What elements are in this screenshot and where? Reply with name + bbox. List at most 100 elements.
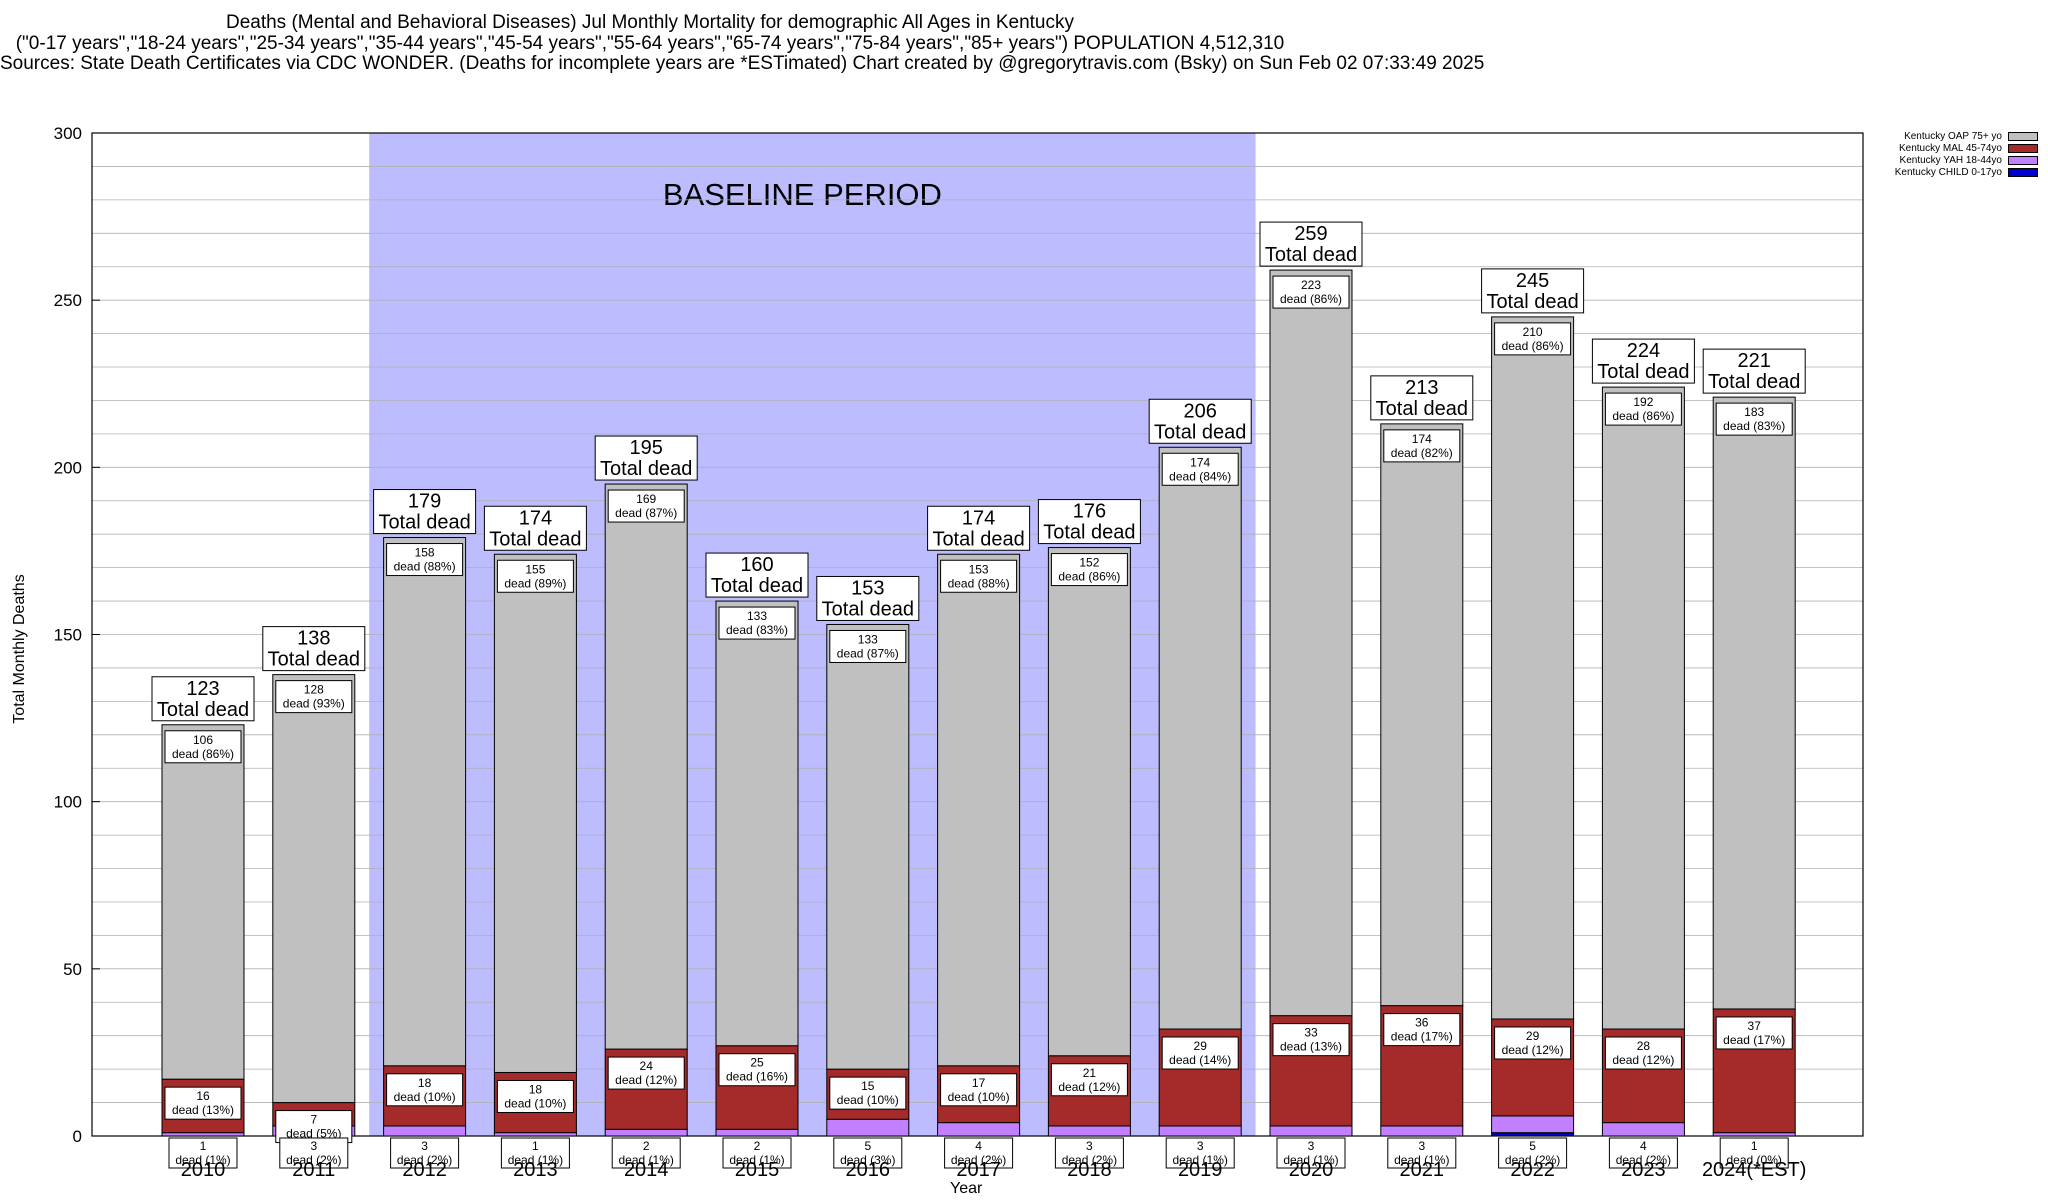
bar-segment bbox=[826, 623, 910, 1070]
mal-pct-label: dead (12%) bbox=[1612, 1053, 1674, 1067]
mal-label-box bbox=[1715, 1016, 1793, 1050]
yah-pct-label: dead (1%) bbox=[729, 1153, 784, 1167]
legend-label: Kentucky MAL 45-74yo bbox=[1898, 142, 2002, 154]
mal-pct-label: dead (10%) bbox=[837, 1093, 899, 1107]
bar-segment bbox=[1491, 1132, 1575, 1137]
total-dead-label: Total dead bbox=[1597, 361, 1689, 383]
yah-pct-label: dead (1%) bbox=[175, 1153, 230, 1167]
bar-segment bbox=[383, 537, 467, 1067]
total-label-box bbox=[483, 505, 587, 551]
x-tick-label: 2017 bbox=[956, 1159, 1001, 1181]
total-label-box bbox=[1148, 398, 1252, 444]
oap-pct-label: dead (88%) bbox=[948, 576, 1010, 590]
oap-value-label: 210 bbox=[1523, 325, 1543, 339]
mal-pct-label: dead (10%) bbox=[948, 1090, 1010, 1104]
mal-pct-label: dead (17%) bbox=[1723, 1033, 1785, 1047]
mal-value-label: 18 bbox=[529, 1082, 543, 1096]
oap-label-box bbox=[386, 543, 464, 577]
total-dead-label: Total dead bbox=[1708, 371, 1800, 393]
yah-pct-label: dead (0%) bbox=[1727, 1153, 1782, 1167]
oap-label-box bbox=[1161, 452, 1239, 486]
mal-value-label: 29 bbox=[1194, 1039, 1208, 1053]
mal-label-box bbox=[496, 1079, 574, 1113]
bar-segment bbox=[493, 553, 577, 1073]
yah-value-label: 5 bbox=[1529, 1139, 1536, 1153]
oap-pct-label: dead (86%) bbox=[1612, 409, 1674, 423]
total-label-box bbox=[151, 676, 255, 722]
oap-pct-label: dead (82%) bbox=[1391, 446, 1453, 460]
oap-pct-label: dead (87%) bbox=[615, 506, 677, 520]
bar-segment bbox=[937, 553, 1021, 1067]
total-label-box bbox=[705, 552, 809, 598]
mal-pct-label: dead (13%) bbox=[172, 1103, 234, 1117]
oap-pct-label: dead (86%) bbox=[172, 747, 234, 761]
oap-value-label: 158 bbox=[415, 546, 435, 560]
bar-segment bbox=[826, 1118, 910, 1137]
yah-value-label: 1 bbox=[1751, 1139, 1758, 1153]
yah-pct-label: dead (2%) bbox=[951, 1153, 1006, 1167]
mal-pct-label: dead (14%) bbox=[1169, 1053, 1231, 1067]
mal-label-box bbox=[1604, 1036, 1682, 1070]
oap-pct-label: dead (86%) bbox=[1058, 570, 1120, 584]
bar-segment bbox=[161, 724, 245, 1080]
oap-label-box bbox=[1383, 429, 1461, 463]
oap-label-box bbox=[718, 606, 796, 640]
total-dead-label: Total dead bbox=[1265, 244, 1357, 266]
yah-pct-label: dead (1%) bbox=[619, 1153, 674, 1167]
x-tick-label: 2014 bbox=[624, 1159, 669, 1181]
total-dead-label: Total dead bbox=[711, 575, 803, 597]
legend-label: Kentucky YAH 18-44yo bbox=[1899, 154, 2002, 166]
yah-pct-label: dead (2%) bbox=[1505, 1153, 1560, 1167]
y-tick-label: 150 bbox=[54, 626, 82, 645]
bar-segment bbox=[1712, 396, 1796, 1010]
bar-segment bbox=[1380, 1125, 1464, 1137]
total-value-label: 221 bbox=[1738, 350, 1771, 372]
chart-legend: Kentucky OAP 75+ yo Kentucky MAL 45-74yo… bbox=[1895, 130, 2038, 178]
total-label-box bbox=[927, 505, 1031, 551]
yah-value-label: 5 bbox=[864, 1139, 871, 1153]
baseline-period-label: BASELINE PERIOD bbox=[663, 177, 942, 212]
mal-pct-label: dead (13%) bbox=[1280, 1040, 1342, 1054]
total-label-box bbox=[262, 626, 366, 672]
bar-segment bbox=[1269, 269, 1353, 1017]
mal-value-label: 7 bbox=[310, 1113, 317, 1127]
mal-pct-label: dead (12%) bbox=[1502, 1043, 1564, 1057]
bar-segment bbox=[715, 600, 799, 1047]
mal-label-box bbox=[164, 1086, 242, 1120]
mal-value-label: 16 bbox=[196, 1089, 210, 1103]
yah-label-box bbox=[168, 1137, 238, 1169]
yah-label-box bbox=[1719, 1137, 1789, 1169]
yah-value-label: 2 bbox=[754, 1139, 761, 1153]
total-value-label: 213 bbox=[1405, 377, 1438, 399]
yah-value-label: 2 bbox=[643, 1139, 650, 1153]
total-dead-label: Total dead bbox=[1043, 522, 1135, 544]
yah-pct-label: dead (1%) bbox=[1173, 1153, 1228, 1167]
bar-segment bbox=[1491, 316, 1575, 1020]
legend-label: Kentucky CHILD 0-17yo bbox=[1894, 166, 2002, 178]
total-value-label: 179 bbox=[408, 491, 441, 513]
mal-label-box bbox=[1383, 1013, 1461, 1047]
mal-label-box bbox=[607, 1056, 685, 1090]
mal-pct-label: dead (16%) bbox=[726, 1070, 788, 1084]
oap-label-box bbox=[1272, 275, 1350, 309]
mal-value-label: 17 bbox=[972, 1076, 986, 1090]
oap-pct-label: dead (86%) bbox=[1280, 292, 1342, 306]
x-tick-label: 2013 bbox=[513, 1159, 558, 1181]
bar-segment bbox=[604, 483, 688, 1050]
x-tick-label: 2015 bbox=[735, 1159, 780, 1181]
yah-pct-label: dead (1%) bbox=[1283, 1153, 1338, 1167]
x-axis-label: Year bbox=[950, 1180, 983, 1197]
total-label-box bbox=[1370, 375, 1474, 421]
oap-label-box bbox=[607, 489, 685, 523]
mal-value-label: 15 bbox=[861, 1079, 875, 1093]
yah-value-label: 3 bbox=[1086, 1139, 1093, 1153]
oap-label-box bbox=[164, 730, 242, 764]
total-label-box bbox=[1037, 499, 1141, 545]
yah-label-box bbox=[1165, 1137, 1235, 1169]
oap-pct-label: dead (83%) bbox=[726, 623, 788, 637]
bar-segment bbox=[1158, 446, 1242, 1030]
yah-label-box bbox=[944, 1137, 1014, 1169]
x-tick-label: 2024(*EST) bbox=[1702, 1159, 1807, 1181]
mal-value-label: 18 bbox=[418, 1076, 432, 1090]
